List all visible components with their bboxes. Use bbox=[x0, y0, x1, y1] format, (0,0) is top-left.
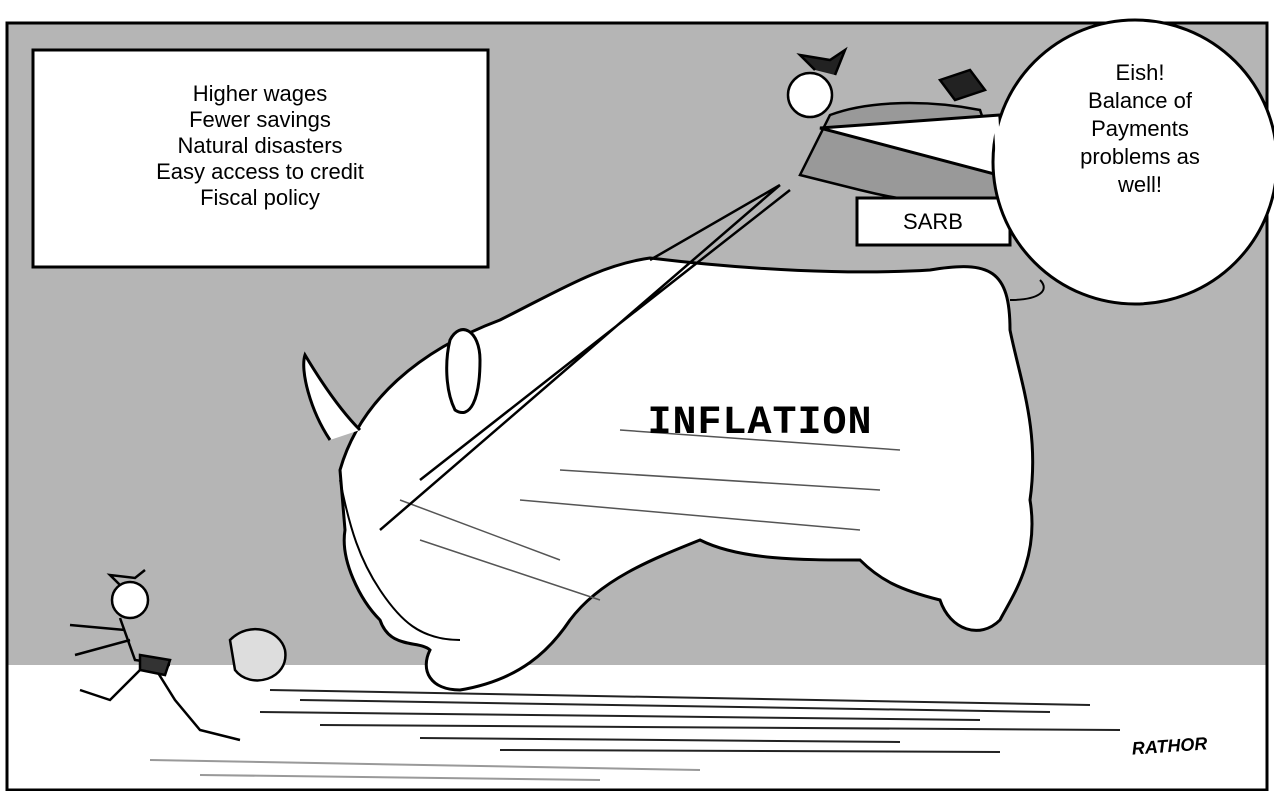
rhino-ear bbox=[447, 330, 480, 413]
bubble-join bbox=[996, 118, 999, 172]
bubble-line: Payments bbox=[1091, 116, 1189, 141]
cause-line: Fiscal policy bbox=[200, 185, 320, 210]
cause-line: Easy access to credit bbox=[156, 159, 364, 184]
cause-line: Higher wages bbox=[193, 81, 328, 106]
cartoon: Higher wages Fewer savings Natural disas… bbox=[0, 0, 1274, 791]
bubble-line: well! bbox=[1117, 172, 1162, 197]
rider-label: SARB bbox=[903, 209, 963, 234]
cause-line: Fewer savings bbox=[189, 107, 331, 132]
cause-line: Natural disasters bbox=[177, 133, 342, 158]
bubble-line: problems as bbox=[1080, 144, 1200, 169]
rhino-label: INFLATION bbox=[647, 401, 872, 446]
bubble-line: Balance of bbox=[1088, 88, 1193, 113]
bubble-line: Eish! bbox=[1116, 60, 1165, 85]
